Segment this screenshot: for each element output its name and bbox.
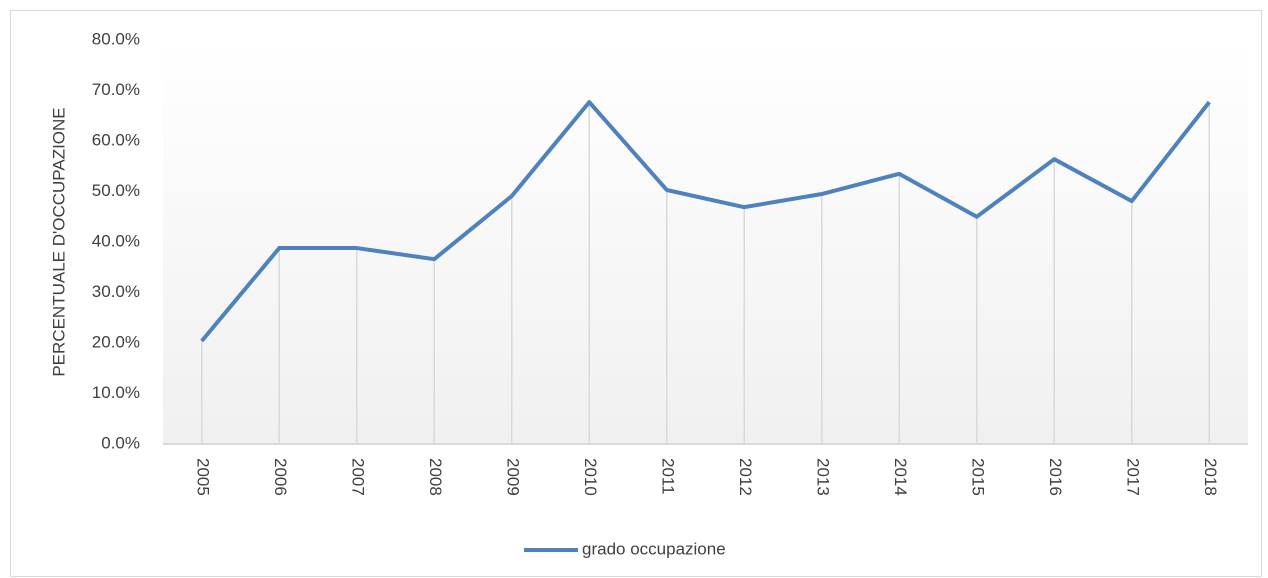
y-tick-label: 80.0% xyxy=(92,29,140,48)
x-tick-label: 2014 xyxy=(891,458,910,496)
y-tick-label: 70.0% xyxy=(92,80,140,99)
x-tick-label: 2012 xyxy=(736,458,755,496)
series-line xyxy=(200,100,1211,343)
x-tick-label: 2007 xyxy=(348,458,367,496)
x-tick-label: 2005 xyxy=(193,458,212,496)
legend-label: grado occupazione xyxy=(582,539,726,558)
x-tick-label: 2017 xyxy=(1123,458,1142,496)
x-tick-label: 2006 xyxy=(271,458,290,496)
x-tick-label: 2008 xyxy=(426,458,445,496)
x-tick-label: 2013 xyxy=(813,458,832,496)
y-tick-label: 30.0% xyxy=(92,282,140,301)
y-axis-label: PERCENTUALE D'OCCUPAZIONE xyxy=(49,107,68,376)
x-tick-label: 2010 xyxy=(581,458,600,496)
x-tick-label: 2016 xyxy=(1046,458,1065,496)
y-tick-label: 50.0% xyxy=(92,181,140,200)
y-tick-label: 60.0% xyxy=(92,130,140,149)
x-tick-label: 2011 xyxy=(658,458,677,495)
x-tick-label: 2009 xyxy=(503,458,522,496)
y-tick-label: 10.0% xyxy=(92,383,140,402)
x-tick-label: 2018 xyxy=(1201,458,1220,496)
y-tick-label: 20.0% xyxy=(92,332,140,351)
y-tick-label: 40.0% xyxy=(92,231,140,250)
plot-area xyxy=(163,40,1248,444)
x-tick-label: 2015 xyxy=(968,458,987,496)
y-tick-label: 0.0% xyxy=(101,433,140,452)
